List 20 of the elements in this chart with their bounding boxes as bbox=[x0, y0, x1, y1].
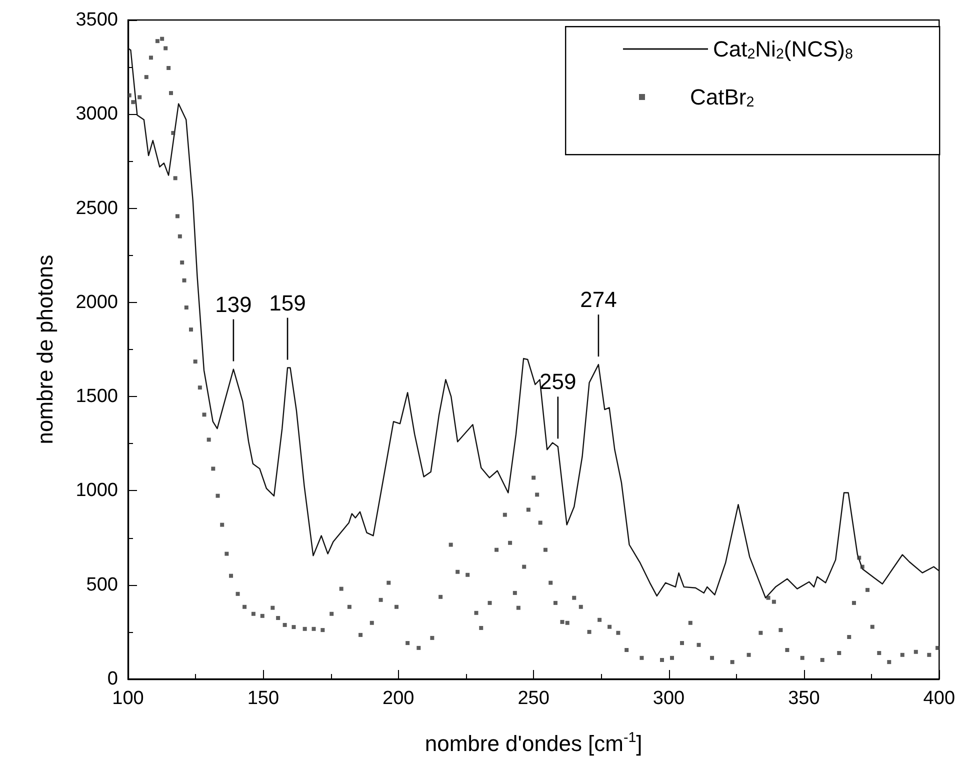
x-tick-label: 100 bbox=[112, 688, 144, 709]
x-tick-label: 350 bbox=[788, 688, 820, 709]
y-tick-label: 2500 bbox=[76, 198, 118, 219]
x-tick-label: 200 bbox=[382, 688, 414, 709]
annotation: 159 bbox=[269, 290, 306, 316]
y-axis-title: nombre de photons bbox=[32, 254, 58, 444]
annotation: 139 bbox=[215, 292, 252, 317]
y-tick-label: 1000 bbox=[76, 480, 118, 502]
y-tick-label: 500 bbox=[86, 574, 118, 596]
annotation: 259 bbox=[540, 369, 576, 394]
y-tick-label: 3000 bbox=[76, 104, 118, 125]
x-tick-label: 300 bbox=[652, 688, 685, 709]
annotation: 274 bbox=[580, 287, 617, 312]
y-tick-label: 3500 bbox=[76, 10, 118, 30]
x-tick-label: 400 bbox=[923, 688, 955, 709]
x-tick-label: 250 bbox=[518, 688, 550, 709]
y-tick-label: 1500 bbox=[76, 386, 118, 408]
y-tick-label: 0 bbox=[107, 668, 118, 690]
y-tick-label: 2000 bbox=[76, 292, 118, 313]
x-tick-label: 150 bbox=[247, 688, 280, 709]
